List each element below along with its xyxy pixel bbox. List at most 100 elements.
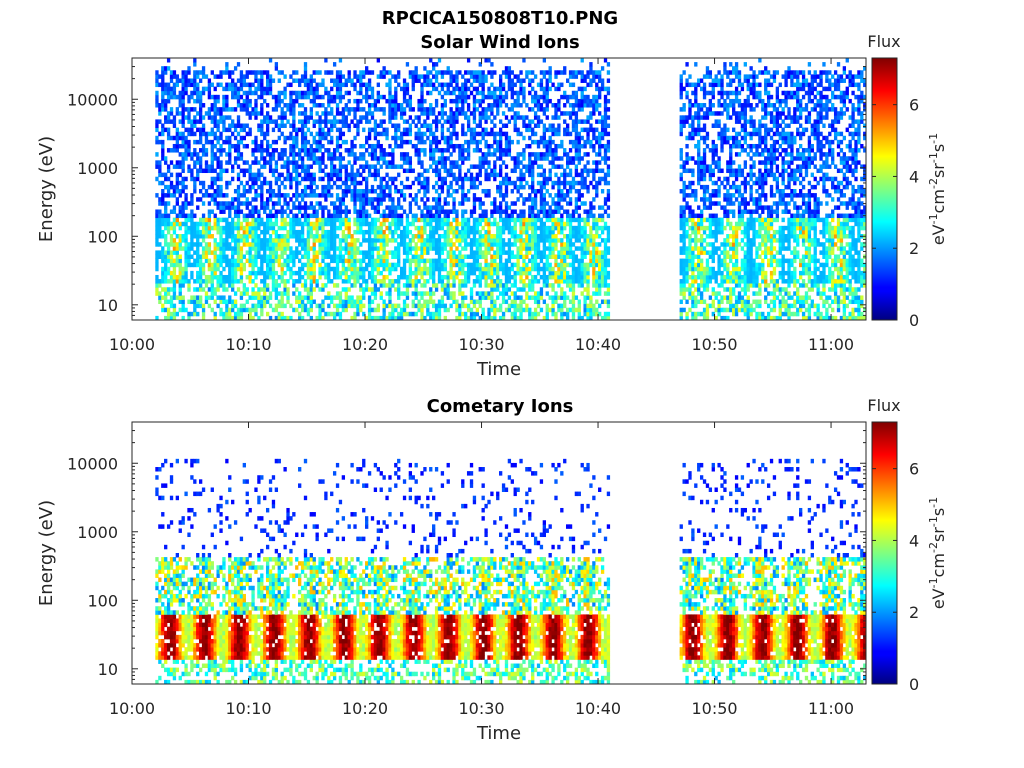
- spectrogram-cell: [161, 266, 165, 272]
- spectrogram-cell: [487, 90, 491, 96]
- spectrogram-cell: [388, 111, 392, 116]
- spectrogram-cell: [531, 152, 535, 157]
- spectrogram-cell: [324, 266, 328, 272]
- spectrogram-cell: [432, 262, 436, 268]
- spectrogram-cell: [466, 94, 471, 100]
- spectrogram-cell: [338, 168, 343, 174]
- spectrogram-cell: [335, 254, 340, 259]
- spectrogram-cell: [210, 295, 214, 300]
- spectrogram-cell: [228, 127, 232, 133]
- spectrogram-cell: [193, 74, 197, 79]
- spectrogram-cell: [504, 103, 509, 108]
- spectrogram-cell: [388, 287, 392, 292]
- spectrogram-cell: [213, 262, 217, 268]
- spectrogram-cell: [531, 94, 535, 100]
- spectrogram-cell: [469, 209, 474, 214]
- spectrogram-cell: [233, 82, 238, 88]
- spectrogram-cell: [464, 98, 468, 104]
- spectrogram-cell: [164, 270, 168, 276]
- spectrogram-cell: [370, 258, 375, 264]
- spectrogram-cell: [536, 266, 541, 272]
- spectrogram-cell: [399, 135, 404, 141]
- spectrogram-cell: [286, 254, 290, 259]
- spectrogram-cell: [169, 299, 174, 305]
- spectrogram-cell: [429, 164, 433, 169]
- spectrogram-cell: [321, 143, 325, 149]
- spectrogram-cell: [201, 225, 206, 231]
- spectrogram-cell: [236, 148, 241, 153]
- spectrogram-cell: [423, 180, 427, 186]
- spectrogram-cell: [475, 217, 480, 223]
- spectrogram-cell: [362, 295, 366, 300]
- spectrogram-cell: [481, 250, 485, 255]
- spectrogram-cell: [222, 266, 226, 272]
- spectrogram-cell: [536, 303, 541, 309]
- spectrogram-cell: [461, 152, 465, 157]
- spectrogram-cell: [452, 262, 456, 268]
- spectrogram-cell: [260, 262, 264, 268]
- spectrogram-cell: [373, 119, 378, 124]
- spectrogram-cell: [289, 315, 293, 321]
- spectrogram-cell: [254, 143, 258, 149]
- spectrogram-cell: [449, 172, 453, 178]
- spectrogram-cell: [196, 254, 200, 259]
- spectrogram-cell: [533, 242, 538, 247]
- spectrogram-cell: [382, 111, 386, 116]
- panel-solar-wind: Solar Wind Ions 10:00 10:10 10:20 10:30 10:4…: [36, 32, 948, 380]
- spectrogram-cell: [330, 279, 334, 284]
- spectrogram-cell: [175, 107, 179, 112]
- spectrogram-cell: [193, 115, 197, 120]
- spectrogram-cell: [283, 270, 287, 276]
- spectrogram-cell: [455, 82, 459, 88]
- spectrogram-cell: [233, 242, 238, 247]
- spectrogram-cell: [472, 201, 477, 206]
- spectrogram-cell: [429, 90, 433, 96]
- spectrogram-cell: [286, 168, 290, 174]
- spectrogram-cell: [315, 315, 319, 321]
- spectrogram-cell: [254, 250, 258, 255]
- spectrogram-cell: [493, 270, 497, 276]
- spectrogram-cell: [338, 258, 343, 264]
- spectrogram-cell: [490, 62, 494, 67]
- spectrogram-cell: [525, 238, 529, 243]
- spectrogram-cell: [327, 266, 331, 272]
- spectrogram-cell: [533, 193, 538, 198]
- spectrogram-cell: [437, 172, 442, 178]
- spectrogram-cell: [501, 238, 506, 243]
- spectrogram-cell: [531, 209, 535, 214]
- spectrogram-cell: [207, 229, 212, 235]
- spectrogram-cell: [449, 115, 453, 120]
- spectrogram-cell: [155, 119, 159, 124]
- spectrogram-cell: [166, 127, 171, 133]
- spectrogram-cell: [417, 127, 421, 133]
- spectrogram-cell: [327, 295, 331, 300]
- spectrogram-cell: [251, 307, 255, 313]
- spectrogram-cell: [499, 127, 503, 133]
- spectrogram-cell: [417, 131, 421, 137]
- spectrogram-cell: [164, 193, 168, 198]
- spectrogram-cell: [172, 90, 177, 96]
- spectrogram-cell: [204, 164, 209, 169]
- spectrogram-cell: [472, 242, 477, 247]
- spectrogram-cell: [196, 258, 200, 264]
- spectrogram-cell: [158, 209, 162, 214]
- spectrogram-cell: [338, 213, 343, 219]
- spectrogram-cell: [533, 90, 538, 96]
- spectrogram-cell: [324, 262, 328, 268]
- spectrogram-cell: [478, 201, 482, 206]
- spectrogram-cell: [219, 115, 223, 120]
- spectrogram-cell: [531, 221, 535, 227]
- spectrogram-cell: [536, 94, 541, 100]
- spectrogram-cell: [265, 143, 270, 149]
- spectrogram-cell: [164, 291, 168, 296]
- spectrogram-cell: [475, 266, 480, 272]
- spectrogram-cell: [365, 119, 369, 124]
- spectrogram-cell: [536, 225, 541, 231]
- spectrogram-cell: [402, 266, 407, 272]
- spectrogram-cell: [388, 184, 392, 190]
- spectrogram-cell: [481, 90, 485, 96]
- spectrogram-cell: [344, 225, 348, 231]
- spectrogram-cell: [187, 217, 191, 223]
- spectrogram-cell: [172, 123, 177, 128]
